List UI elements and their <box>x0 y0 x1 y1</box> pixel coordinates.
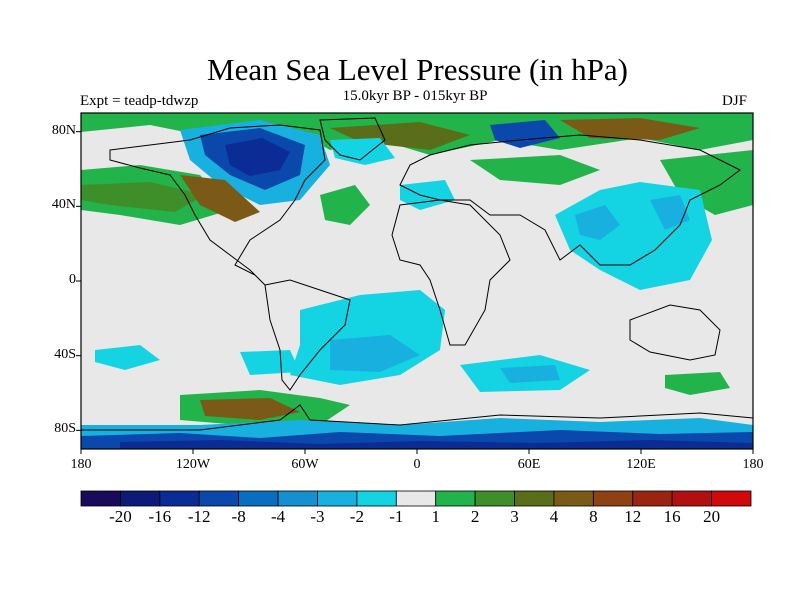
colorbar-label: -4 <box>270 507 286 526</box>
colorbar-swatch <box>120 490 161 507</box>
anomaly-region-amundsen-core <box>200 398 300 420</box>
colorbar-swatch <box>514 490 555 507</box>
colorbar-swatch <box>395 490 437 507</box>
colorbar-label: -16 <box>148 507 172 526</box>
colorbar-swatch <box>238 490 279 507</box>
experiment-label: Expt = teadp-tdwzp <box>80 93 199 109</box>
colorbar-swatch <box>356 490 397 507</box>
colorbar-label: 20 <box>703 507 721 526</box>
colorbar-swatch <box>711 490 752 507</box>
coastline-north-america <box>109 124 326 286</box>
colorbar-swatch <box>474 490 515 507</box>
lon-tick-label: 120E <box>626 457 656 472</box>
lat-tick-label: 80N <box>51 122 76 138</box>
colorbar-swatch <box>317 490 358 507</box>
anomaly-region-south-pacific-east <box>240 350 300 375</box>
colorbar-swatch <box>159 490 200 507</box>
latitude-ticks <box>76 131 81 431</box>
lon-tick-label: 180 <box>70 457 92 472</box>
season-label: DJF <box>722 93 748 109</box>
coastline-antarctica <box>81 404 753 431</box>
anomaly-region-japan-core <box>650 195 690 230</box>
anomaly-region-asia-core <box>575 205 620 240</box>
colorbar <box>80 490 752 507</box>
colorbar-swatch <box>671 490 712 507</box>
coastline-australia <box>629 304 721 361</box>
colorbar-label: 2 <box>470 507 480 526</box>
coastline-africa <box>391 199 511 346</box>
lat-tick-label: 0 <box>69 272 76 287</box>
anomaly-region-north-african-negative <box>400 180 455 210</box>
coastline-south-america <box>264 279 351 391</box>
lon-tick-label: 60E <box>517 457 541 472</box>
colorbar-label: -8 <box>231 507 246 526</box>
map-title: Mean Sea Level Pressure (in hPa) <box>207 52 628 87</box>
lat-tick-label: 80S <box>54 421 76 437</box>
colorbar-label: -12 <box>187 507 211 526</box>
anomaly-region-west-pacific-positive <box>660 150 753 215</box>
anomaly-region-north-pacific-core <box>81 182 205 212</box>
anomaly-region-arctic-strong <box>330 122 470 150</box>
anomaly-region-southern-ocean-core <box>500 365 560 383</box>
colorbar-label: 12 <box>624 507 642 526</box>
lon-tick-label: 60W <box>291 457 319 472</box>
colorbar-label: -1 <box>389 507 404 526</box>
coastlines <box>81 117 753 431</box>
coastline-eurasia <box>399 134 741 266</box>
colorbar-label: 1 <box>431 507 440 526</box>
colorbar-swatch <box>277 490 318 507</box>
colorbar-label: 8 <box>589 507 598 526</box>
colorbar-label: 4 <box>549 507 559 526</box>
anomaly-region-south-pacific-negative <box>95 345 160 370</box>
lon-tick-label: 0 <box>413 457 421 472</box>
anomaly-region-north-america-deep <box>225 138 290 176</box>
anomaly-region-east-asia-positive <box>470 155 600 185</box>
colorbar-swatch <box>632 490 673 507</box>
lat-tick-label: 40N <box>51 197 76 213</box>
colorbar-label: 16 <box>663 507 681 526</box>
anomaly-region-indian-ocean-positive <box>665 372 730 395</box>
lon-tick-label: 180 <box>742 457 764 472</box>
colorbar-label: 3 <box>510 507 519 526</box>
colorbar-label: -20 <box>109 507 132 526</box>
colorbar-swatch <box>592 490 634 507</box>
colorbar-swatch <box>198 490 240 507</box>
anomaly-region-south-atlantic-core <box>330 335 420 372</box>
longitude-ticks <box>80 449 754 454</box>
coastline-greenland <box>319 117 386 161</box>
colorbar-swatch <box>435 490 476 507</box>
anomaly-region-siberia-positive <box>560 118 700 140</box>
anomaly-region-western-na-positive <box>180 175 260 222</box>
lon-tick-label: 120W <box>175 457 211 472</box>
colorbar-label: -2 <box>349 507 364 526</box>
colorbar-swatch <box>553 490 594 507</box>
lat-tick-label: 40S <box>54 346 76 362</box>
anomaly-region-antarctic-deep <box>120 440 753 449</box>
colorbar-swatch <box>80 490 121 507</box>
map-subtitle: 15.0kyr BP - 015kyr BP <box>342 88 488 104</box>
colorbar-label: -3 <box>310 507 325 526</box>
anomaly-region-mid-atlantic <box>320 185 370 225</box>
map-panel <box>81 113 753 449</box>
